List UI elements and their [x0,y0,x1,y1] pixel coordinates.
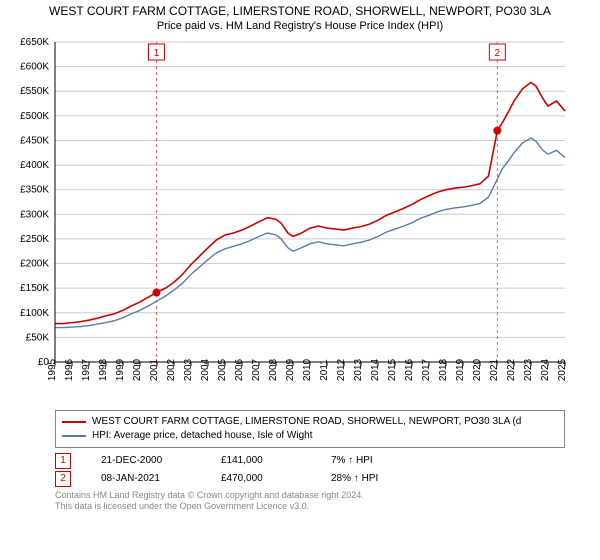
chart-subtitle: Price paid vs. HM Land Registry's House … [0,20,600,34]
marker-row-1: 1 21-DEC-2000 £141,000 7% ↑ HPI [55,452,565,470]
attribution-line2: This data is licensed under the Open Gov… [55,501,565,513]
marker-delta-2: 28% ↑ HPI [331,470,378,488]
marker-badge-1: 1 [55,453,71,469]
svg-text:2: 2 [495,48,501,59]
svg-text:£350K: £350K [20,184,49,195]
svg-text:1: 1 [154,48,160,59]
marker-date-2: 08-JAN-2021 [101,470,191,488]
svg-text:£50K: £50K [26,332,50,343]
legend-swatch-property [62,421,86,423]
legend-label-property: WEST COURT FARM COTTAGE, LIMERSTONE ROAD… [92,415,521,429]
marker-table: 1 21-DEC-2000 £141,000 7% ↑ HPI 2 08-JAN… [55,452,565,488]
chart-container: WEST COURT FARM COTTAGE, LIMERSTONE ROAD… [0,0,600,560]
marker-date-1: 21-DEC-2000 [101,452,191,470]
svg-text:£500K: £500K [20,110,49,121]
chart-title: WEST COURT FARM COTTAGE, LIMERSTONE ROAD… [0,0,600,20]
marker-price-2: £470,000 [221,470,301,488]
svg-text:£650K: £650K [20,37,49,48]
svg-text:£600K: £600K [20,61,49,72]
svg-text:£200K: £200K [20,258,49,269]
svg-text:£100K: £100K [20,307,49,318]
chart-svg: £0£50K£100K£150K£200K£250K£300K£350K£400… [0,34,600,404]
chart-plot: £0£50K£100K£150K£200K£250K£300K£350K£400… [0,34,600,404]
svg-text:£150K: £150K [20,283,49,294]
svg-text:£250K: £250K [20,234,49,245]
marker-delta-1: 7% ↑ HPI [331,452,373,470]
legend-swatch-hpi [62,435,86,437]
legend-label-hpi: HPI: Average price, detached house, Isle… [92,429,313,443]
marker-price-1: £141,000 [221,452,301,470]
legend-box: WEST COURT FARM COTTAGE, LIMERSTONE ROAD… [55,410,565,448]
marker-row-2: 2 08-JAN-2021 £470,000 28% ↑ HPI [55,470,565,488]
attribution: Contains HM Land Registry data © Crown c… [55,490,565,513]
legend-item-property: WEST COURT FARM COTTAGE, LIMERSTONE ROAD… [62,415,558,429]
svg-text:£300K: £300K [20,209,49,220]
svg-text:£550K: £550K [20,86,49,97]
attribution-line1: Contains HM Land Registry data © Crown c… [55,490,565,502]
marker-badge-2: 2 [55,471,71,487]
svg-text:£450K: £450K [20,135,49,146]
legend-item-hpi: HPI: Average price, detached house, Isle… [62,429,558,443]
svg-text:£400K: £400K [20,160,49,171]
